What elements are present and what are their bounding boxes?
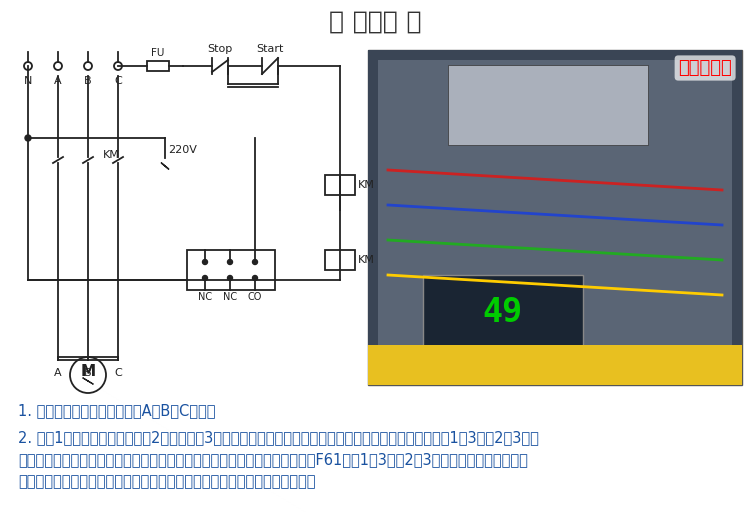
Bar (423, 275, 583, 350)
Text: CO: CO (248, 292, 262, 302)
Text: KM: KM (358, 180, 375, 190)
Circle shape (227, 276, 232, 281)
Text: KM: KM (103, 150, 120, 160)
Bar (378, 60, 732, 375)
Text: A: A (54, 76, 62, 86)
Text: KM: KM (358, 255, 375, 265)
Bar (368, 50, 742, 385)
Text: NC: NC (198, 292, 212, 302)
Text: 1. 电动机的三根相线分别穿过A、B、C三个孔: 1. 电动机的三根相线分别穿过A、B、C三个孔 (18, 403, 215, 418)
Text: A: A (54, 368, 62, 378)
Text: Start: Start (256, 44, 284, 54)
Text: NC: NC (223, 292, 237, 302)
Bar (325, 175, 355, 195)
Bar (448, 65, 648, 145)
Circle shape (25, 135, 31, 141)
Bar (147, 61, 169, 71)
Text: 2. 端子1为内部继电器常开点，2为常闭点，3为公共点。保护器在断电状态下，内部继电器是在释放状态，1、3断，2、3通，: 2. 端子1为内部继电器常开点，2为常闭点，3为公共点。保护器在断电状态下，内部… (18, 430, 538, 445)
Text: M: M (80, 363, 95, 378)
Text: Stop: Stop (207, 44, 232, 54)
Text: B: B (84, 76, 92, 86)
Text: C: C (114, 76, 122, 86)
Circle shape (253, 276, 257, 281)
Text: FU: FU (152, 48, 165, 58)
Bar (368, 345, 742, 385)
Text: B: B (84, 368, 92, 378)
Circle shape (202, 260, 208, 265)
Text: 模拟测试图: 模拟测试图 (678, 59, 732, 77)
Circle shape (227, 260, 232, 265)
Text: 220V: 220V (168, 145, 196, 155)
Bar (368, 50, 742, 385)
Bar (325, 250, 355, 270)
Circle shape (202, 276, 208, 281)
Text: C: C (114, 368, 122, 378)
Circle shape (253, 260, 257, 265)
Text: 【 接线图 】: 【 接线图 】 (328, 10, 422, 34)
Text: 。当发生过载、缺相、三相不平衡等故障时，继电器释放，断开电动机电源。: 。当发生过载、缺相、三相不平衡等故障时，继电器释放，断开电动机电源。 (18, 474, 316, 489)
Text: 通电后，继电器立即吸合（如果启用了时间继电器功能，则延时吸合，见参数F61），1、3通，2、3断，控制接通电动机电源: 通电后，继电器立即吸合（如果启用了时间继电器功能，则延时吸合，见参数F61），1… (18, 452, 528, 467)
Text: N: N (24, 76, 32, 86)
Bar (187, 250, 275, 290)
Text: 49: 49 (483, 297, 524, 329)
